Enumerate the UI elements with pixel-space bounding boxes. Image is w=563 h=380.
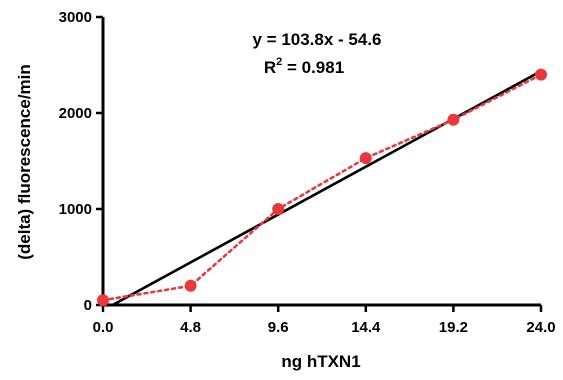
x-tick-label: 19.2 <box>439 319 468 336</box>
x-tick-label: 24.0 <box>526 319 555 336</box>
y-axis: 0 1000 2000 3000 <box>59 9 105 314</box>
y-tick-label: 0 <box>84 297 92 314</box>
x-tick-label: 0.0 <box>93 319 114 336</box>
x-tick-label: 14.4 <box>351 319 381 336</box>
x-tick-label: 4.8 <box>180 319 201 336</box>
y-tick-label: 2000 <box>59 105 92 122</box>
r2-prefix: R <box>264 58 276 77</box>
data-point <box>272 203 285 215</box>
regression-line <box>111 69 542 307</box>
fit-line-group <box>111 69 542 307</box>
data-point <box>184 279 197 292</box>
data-point <box>535 68 547 81</box>
series-connector-line <box>101 73 543 302</box>
series-group <box>97 68 547 307</box>
y-tick-label: 1000 <box>59 201 92 218</box>
data-point <box>359 152 372 165</box>
y-tick-label: 3000 <box>59 9 92 26</box>
y-axis-title: (delta) fluorescence/min <box>15 64 34 260</box>
equation-annotation: y = 103.8x - 54.6 <box>252 30 381 49</box>
x-axis: 0.0 4.8 9.6 14.4 19.2 24.0 <box>93 303 556 336</box>
data-point <box>447 113 460 126</box>
r2-annotation: R2 = 0.981 <box>264 56 344 77</box>
r2-value: = 0.981 <box>282 58 344 77</box>
x-tick-label: 9.6 <box>268 319 289 336</box>
r2-superscript: 2 <box>276 56 282 68</box>
data-point <box>97 294 109 307</box>
x-axis-title: ng hTXN1 <box>281 352 360 371</box>
